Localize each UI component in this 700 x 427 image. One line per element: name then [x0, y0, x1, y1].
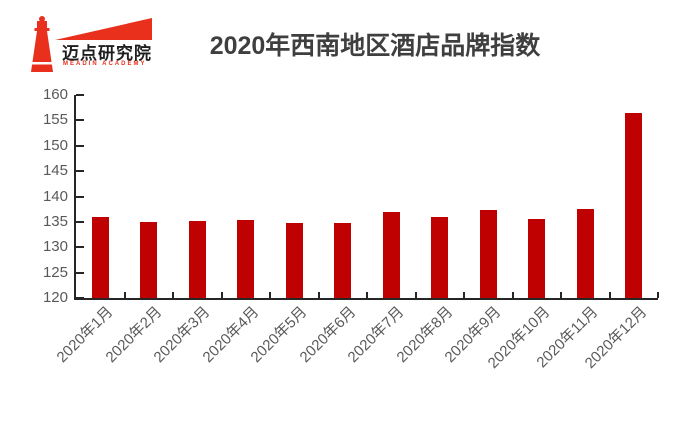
x-axis-tick [414, 292, 417, 298]
x-axis-tick [657, 292, 659, 298]
bar [528, 218, 546, 298]
x-axis-line [74, 298, 658, 300]
x-axis-tick [608, 292, 611, 298]
y-axis-tick-label: 145 [42, 162, 68, 180]
x-axis-tick [366, 292, 368, 298]
x-axis-tick [220, 292, 223, 298]
bar [285, 223, 303, 298]
y-axis-tick [76, 119, 84, 122]
bar [91, 217, 109, 298]
bar [188, 221, 206, 298]
y-axis-tick [76, 195, 84, 198]
y-axis-line [74, 95, 76, 300]
meadin-logo: 迈点研究院 MEADIN ACADEMY [28, 12, 163, 82]
y-axis-tick [76, 170, 84, 173]
x-axis-tick [560, 292, 562, 298]
bar [479, 209, 497, 298]
x-axis-tick [172, 292, 174, 298]
y-axis-tick-label: 155 [42, 111, 68, 129]
y-axis-tick-label: 130 [42, 238, 68, 256]
bar [237, 220, 255, 298]
x-axis-tick [317, 292, 320, 298]
y-axis-tick [76, 144, 84, 147]
chart-title: 2020年西南地区酒店品牌指数 [209, 32, 541, 60]
bar [625, 112, 643, 298]
y-axis-tick-label: 140 [42, 187, 68, 205]
x-axis-tick [269, 292, 271, 298]
bar [576, 209, 594, 298]
logo-name: 迈点研究院 [62, 44, 152, 63]
y-axis-tick [76, 94, 84, 96]
y-axis-tick [76, 220, 84, 223]
y-axis-tick-label: 120 [42, 289, 68, 306]
y-axis-tick-label: 160 [42, 86, 68, 103]
y-axis-tick-label: 125 [42, 263, 68, 281]
logo-subtitle: MEADIN ACADEMY [63, 61, 147, 67]
x-axis-tick [123, 292, 126, 298]
y-axis-tick-label: 150 [42, 136, 68, 154]
y-axis-tick [76, 246, 84, 249]
x-axis-tick [511, 292, 514, 298]
y-axis-tick [76, 271, 84, 274]
bar [140, 221, 158, 298]
x-axis-tick [463, 292, 465, 298]
bar [334, 222, 352, 298]
y-axis-tick-label: 135 [42, 212, 68, 230]
lighthouse-icon [31, 16, 152, 72]
bar [382, 211, 400, 298]
bar [431, 216, 449, 298]
y-axis-tick [76, 297, 84, 299]
